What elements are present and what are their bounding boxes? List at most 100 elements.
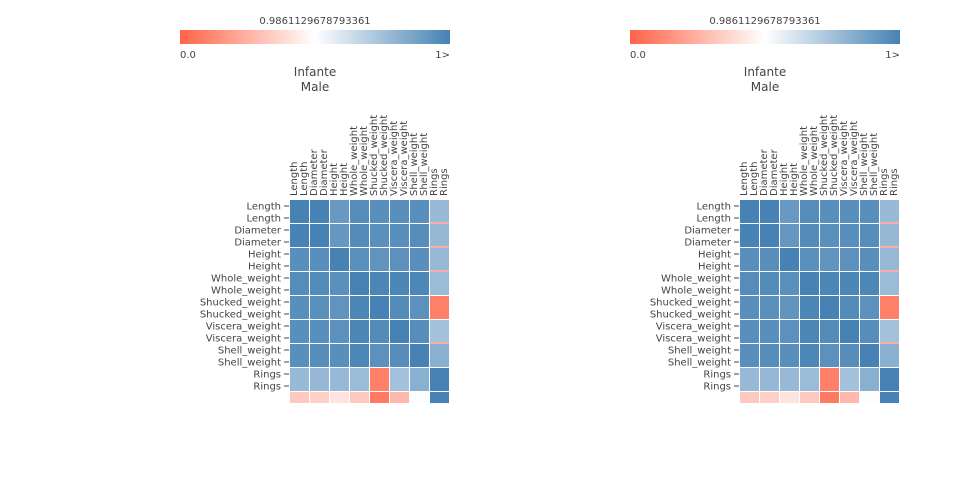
overlay-line — [430, 246, 449, 248]
colorbar-gradient — [630, 30, 900, 44]
heatmap-cell — [290, 320, 309, 343]
y-tick-label: Length — [697, 202, 732, 213]
heatmap-cell — [330, 224, 349, 247]
heatmap-panel-1: 0.0 0.9861129678793361 1> Infante Male L… — [180, 16, 450, 403]
heatmap-cell — [760, 272, 779, 295]
heatmap-cell — [800, 296, 819, 319]
heatmap-cell — [310, 272, 329, 295]
x-tick-label: Viscera_weight — [399, 121, 410, 196]
heatmap-cell — [350, 344, 369, 367]
y-tick-label: Diameter — [684, 226, 732, 237]
heatmap-cell — [860, 248, 879, 271]
heatmap-cell — [290, 368, 309, 391]
heatmap-cell — [880, 272, 899, 295]
heatmap-cell — [840, 224, 859, 247]
y-tick-label: Rings — [703, 370, 731, 381]
x-tick-label: Rings — [439, 168, 450, 196]
heatmap-cell — [760, 248, 779, 271]
heatmap-cell — [840, 320, 859, 343]
x-tick-label: Height — [329, 163, 340, 196]
x-tick-label: Height — [779, 163, 790, 196]
heatmap-cell — [780, 200, 799, 223]
heatmap-cell — [860, 344, 879, 367]
x-tick-label: Length — [749, 162, 760, 197]
y-tick-label: Shell_weight — [218, 358, 281, 369]
x-tick-label: Rings — [889, 168, 900, 196]
y-tick-label: Shucked_weight — [650, 310, 731, 321]
y-tick-label: Rings — [253, 370, 281, 381]
colorbar-tick-label: 1> — [435, 50, 450, 61]
heatmap-cells — [740, 200, 899, 403]
y-tick-label: Diameter — [684, 238, 732, 249]
heatmap-cell — [820, 224, 839, 247]
heatmap-cell — [780, 296, 799, 319]
x-tick-label: Shell_weight — [859, 133, 870, 196]
heatmap-cell — [800, 200, 819, 223]
y-tick-label: Whole_weight — [661, 274, 731, 285]
overlay-line — [880, 270, 899, 272]
overlay-line — [430, 270, 449, 272]
heatmap-cell — [800, 368, 819, 391]
x-tick-label: Shucked_weight — [379, 115, 390, 196]
heatmap-cell — [760, 320, 779, 343]
heatmap-cell — [760, 200, 779, 223]
heatmap-cell — [780, 368, 799, 391]
heatmap-cell — [880, 200, 899, 223]
heatmap-cell — [780, 344, 799, 367]
heatmap-cell — [740, 392, 759, 403]
y-tick-label: Shucked_weight — [650, 298, 731, 309]
heatmap-cell — [410, 296, 429, 319]
x-tick-label: Whole_weight — [349, 126, 360, 196]
heatmap-cell — [350, 296, 369, 319]
y-tick-label: Viscera_weight — [656, 322, 731, 333]
heatmap-cell — [390, 392, 409, 403]
y-tick-label: Length — [247, 202, 282, 213]
heatmap-cell — [820, 344, 839, 367]
heatmap-cell — [860, 296, 879, 319]
heatmap-cell — [740, 200, 759, 223]
heatmap-cell — [430, 344, 449, 367]
heatmap-cell — [310, 344, 329, 367]
heatmap-cell — [740, 344, 759, 367]
heatmap-cell — [290, 200, 309, 223]
heatmap-cell — [430, 320, 449, 343]
heatmap-cell — [800, 392, 819, 403]
x-tick-label: Diameter — [769, 148, 780, 196]
chart-title: Infante — [744, 65, 786, 79]
x-tick-label: Length — [299, 162, 310, 197]
heatmap-cell — [410, 272, 429, 295]
x-tick-label: Shucked_weight — [819, 115, 830, 196]
heatmap-cell — [820, 248, 839, 271]
heatmap-cell — [410, 320, 429, 343]
heatmap-cell — [350, 200, 369, 223]
y-tick-label: Shucked_weight — [200, 298, 281, 309]
y-tick-label: Whole_weight — [211, 286, 281, 297]
chart-title-overlay: Male — [751, 80, 779, 94]
heatmap-cell — [330, 368, 349, 391]
colorbar-tick-label: 0.9861129678793361 — [709, 16, 820, 27]
y-tick-label: Length — [247, 214, 282, 225]
heatmap-cell — [840, 272, 859, 295]
heatmap-cell — [410, 248, 429, 271]
overlay-line — [880, 222, 899, 224]
x-tick-label: Shucked_weight — [369, 115, 380, 196]
heatmap-cell — [290, 224, 309, 247]
y-tick-label: Shell_weight — [668, 346, 731, 357]
heatmap-cell — [370, 200, 389, 223]
x-tick-label: Diameter — [309, 148, 320, 196]
heatmap-cell — [780, 392, 799, 403]
heatmap-cell — [370, 368, 389, 391]
colorbar: 0.0 0.9861129678793361 1> — [630, 16, 900, 61]
heatmap-cell — [880, 224, 899, 247]
y-tick-label: Length — [697, 214, 732, 225]
y-tick-label: Viscera_weight — [206, 334, 281, 345]
heatmap-cell — [430, 248, 449, 271]
y-tick-label: Diameter — [234, 238, 282, 249]
y-tick-label: Height — [248, 262, 281, 273]
heatmap-cell — [390, 344, 409, 367]
x-tick-label: Shucked_weight — [829, 115, 840, 196]
x-axis-labels: Length Length Diameter Diameter Height Height… — [739, 115, 900, 196]
heatmap-cell — [860, 224, 879, 247]
heatmap-cell — [840, 368, 859, 391]
x-tick-label: Rings — [879, 168, 890, 196]
